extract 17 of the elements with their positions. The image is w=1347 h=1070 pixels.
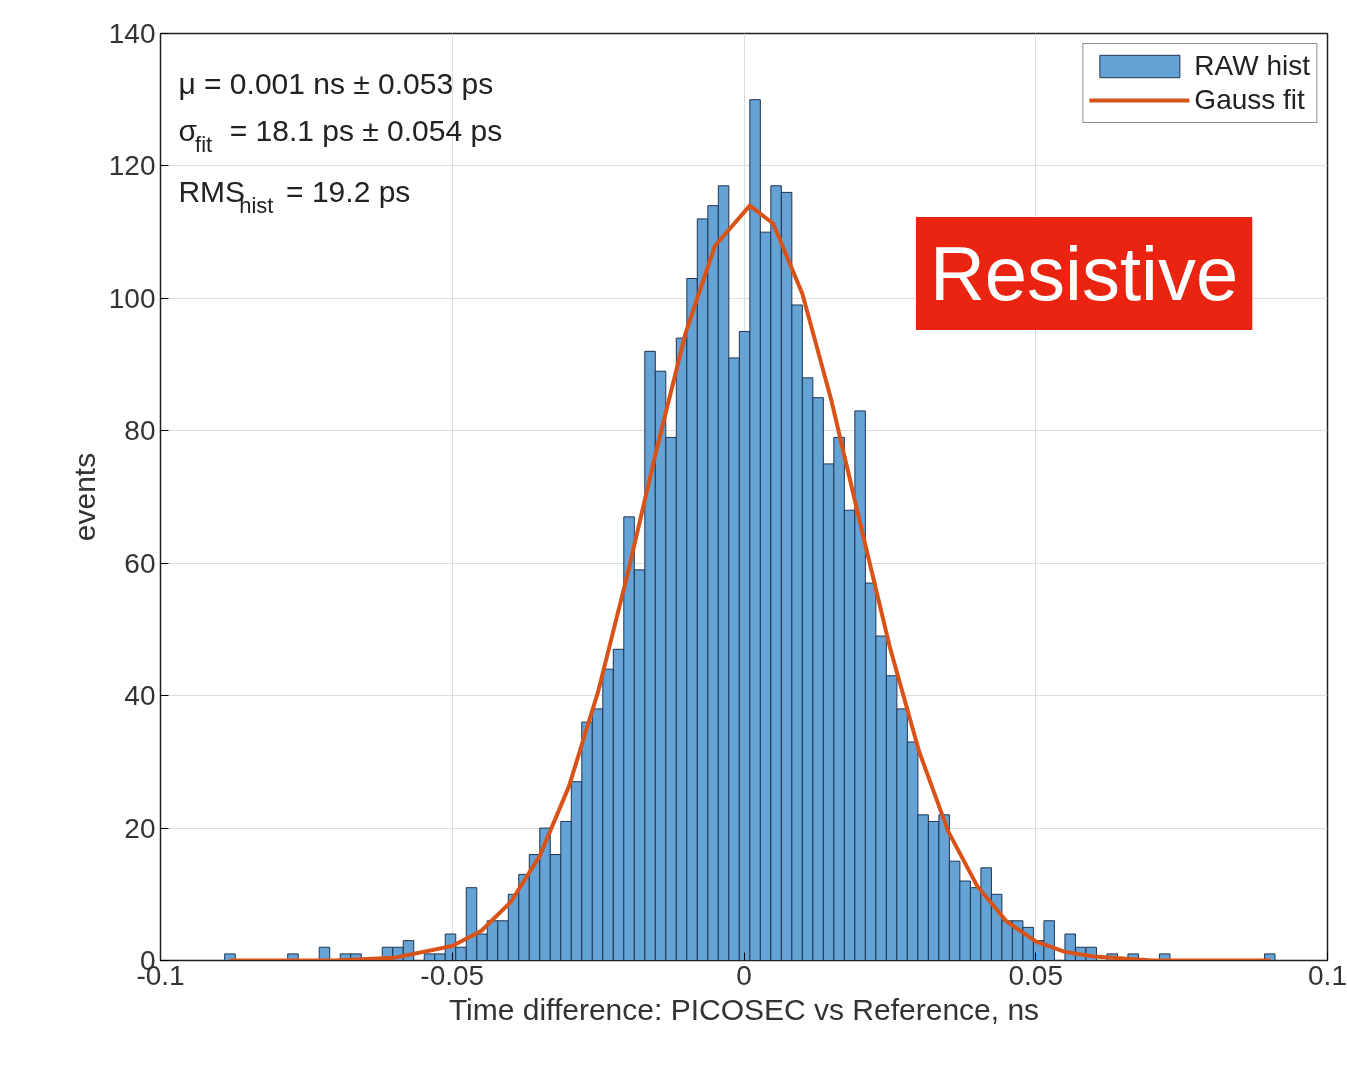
y-tick-label: 120	[108, 150, 156, 182]
annotation: μ = 0.001 ns ± 0.053 ps	[178, 67, 494, 100]
y-tick-label: 60	[124, 547, 156, 579]
y-tick-label: 100	[108, 282, 156, 314]
x-axis-title: Time difference: PICOSEC vs Reference, ns	[448, 992, 1040, 1026]
x-tick-label: 0.05	[1008, 959, 1063, 991]
y-tick-label: 140	[108, 18, 156, 49]
y-tick-label: 20	[124, 812, 156, 844]
legend-label: RAW hist	[1194, 50, 1310, 82]
x-tick-label: -0.05	[420, 959, 485, 991]
annotation: Resistive	[929, 231, 1239, 316]
y-tick-label: 80	[124, 415, 156, 447]
x-tick-label: 0	[736, 959, 752, 991]
y-tick-label: 40	[124, 680, 156, 712]
legend-label: Gauss fit	[1194, 84, 1305, 116]
x-tick-label: 0.1	[1308, 959, 1347, 991]
y-axis-title: events	[67, 452, 101, 542]
